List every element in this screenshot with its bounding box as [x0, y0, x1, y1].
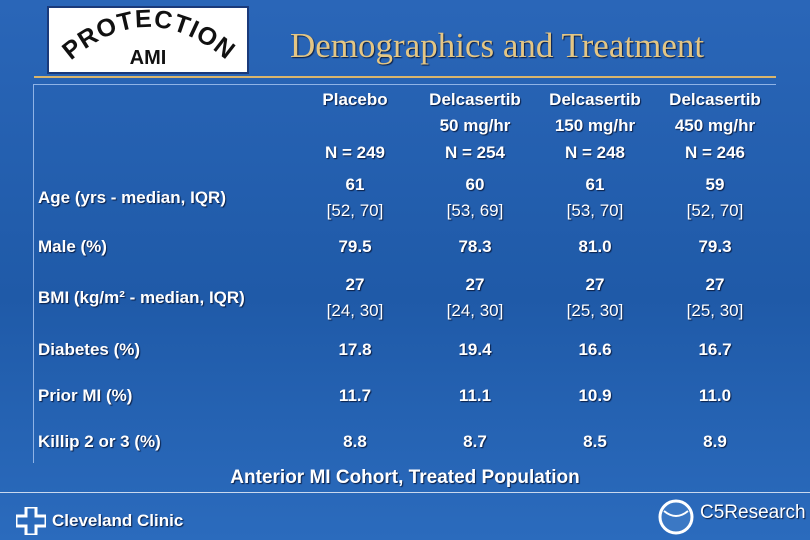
column-header: Delcasertib [429, 90, 521, 109]
table-frame [33, 84, 776, 463]
cell: 19.4 [458, 340, 492, 359]
cell: [53, 69] [446, 201, 504, 220]
cell: [24, 30] [446, 301, 504, 320]
row-label: Killip 2 or 3 (%) [38, 432, 161, 451]
cell: [25, 30] [686, 301, 744, 320]
cell: 11.0 [698, 386, 732, 405]
column-header: Delcasertib [669, 90, 761, 109]
cell: 8.5 [583, 432, 607, 451]
row-label: BMI (kg/m² - median, IQR) [38, 288, 245, 307]
cell: 78.3 [458, 237, 492, 256]
c5-globe [658, 499, 694, 535]
cell: 8.7 [463, 432, 487, 451]
column-header: 50 mg/hr [439, 116, 511, 135]
row-label: Diabetes (%) [38, 340, 141, 359]
column-header: N = 249 [324, 143, 386, 162]
column-header: 150 mg/hr [554, 116, 636, 135]
cell: [25, 30] [566, 301, 624, 320]
cell: 61 [345, 175, 365, 194]
cell: 60 [465, 175, 485, 194]
cell: [52, 70] [326, 201, 384, 220]
cell: 8.9 [703, 432, 727, 451]
cell: 61 [585, 175, 605, 194]
footer: Cleveland Clinic C5Research [0, 492, 810, 540]
row-label: Age (yrs - median, IQR) [38, 188, 226, 207]
cell: 11.1 [458, 386, 492, 405]
cell: 17.8 [338, 340, 372, 359]
row-label: Male (%) [38, 237, 107, 256]
cell: 27 [465, 275, 485, 294]
column-header: N = 248 [564, 143, 626, 162]
cell: 10.9 [578, 386, 612, 405]
cell: 27 [705, 275, 725, 294]
cell: [52, 70] [686, 201, 744, 220]
cell: 79.3 [698, 237, 732, 256]
cell: 79.5 [338, 237, 372, 256]
footer-left: Cleveland Clinic [52, 511, 184, 530]
cleveland-icon [16, 507, 46, 535]
cell: 11.7 [338, 386, 372, 405]
cell: 8.8 [343, 432, 367, 451]
cell: [53, 70] [566, 201, 624, 220]
column-header: N = 246 [684, 143, 746, 162]
footnote: Anterior MI Cohort, Treated Population [230, 467, 580, 488]
logo-sub: AMI [130, 47, 167, 69]
column-header: Delcasertib [549, 90, 641, 109]
cell: 59 [705, 175, 725, 194]
footer-right: C5Research [700, 502, 806, 523]
row-label: Prior MI (%) [38, 386, 133, 405]
title: Demographics and Treatment [290, 26, 705, 65]
column-header: 450 mg/hr [674, 116, 756, 135]
logo-art: PROTECTION AMI [57, 5, 240, 69]
cell: 27 [585, 275, 605, 294]
title-rule [34, 76, 776, 78]
logo: PROTECTION AMI [47, 5, 249, 74]
cell: 81.0 [578, 237, 612, 256]
cell: 16.6 [578, 340, 612, 359]
column-header: Placebo [322, 90, 388, 109]
cell: [24, 30] [326, 301, 384, 320]
cell: 16.7 [698, 340, 732, 359]
cell: 27 [345, 275, 365, 294]
column-header: N = 254 [444, 143, 506, 162]
